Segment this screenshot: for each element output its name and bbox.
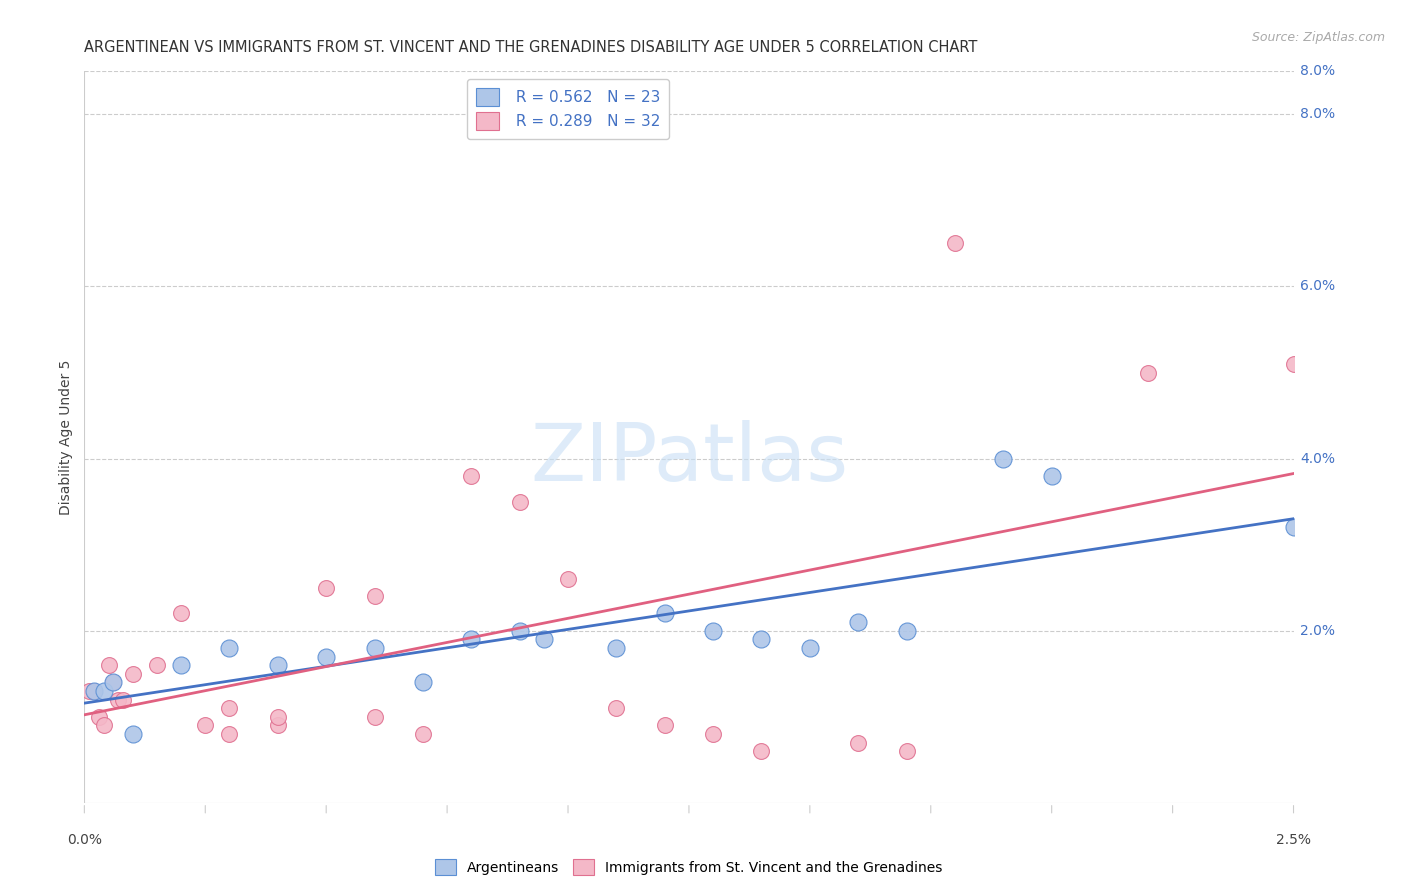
Point [218,727,240,741]
Text: ZIPatlas: ZIPatlas [530,420,848,498]
Point [87,710,110,724]
Point [218,640,240,655]
Point [509,624,531,638]
Point [103,675,125,690]
Point [363,640,385,655]
Point [267,718,290,732]
Point [93,718,115,732]
Point [1282,520,1305,534]
Point [1282,357,1305,371]
Point [83,684,105,698]
Text: 6.0%: 6.0% [1301,279,1336,293]
Point [315,649,337,664]
Point [751,632,773,647]
Point [605,640,627,655]
Point [1040,468,1063,483]
Point [218,701,240,715]
Point [107,692,129,706]
Point [170,658,193,673]
Text: Source: ZipAtlas.com: Source: ZipAtlas.com [1251,31,1385,45]
Text: ARGENTINEAN VS IMMIGRANTS FROM ST. VINCENT AND THE GRENADINES DISABILITY AGE UND: ARGENTINEAN VS IMMIGRANTS FROM ST. VINCE… [84,40,977,55]
Point [846,615,869,629]
Legend: Argentineans, Immigrants from St. Vincent and the Grenadines: Argentineans, Immigrants from St. Vincen… [430,854,948,880]
Point [751,744,773,758]
Point [605,701,627,715]
Point [267,710,290,724]
Point [509,494,531,508]
Point [194,718,217,732]
Point [896,744,918,758]
Legend:  R = 0.562   N = 23,  R = 0.289   N = 32: R = 0.562 N = 23, R = 0.289 N = 32 [467,79,669,139]
Point [103,675,125,690]
Point [896,624,918,638]
Point [97,658,120,673]
Point [1137,366,1160,380]
Point [315,581,337,595]
Point [557,572,579,586]
Point [702,624,724,638]
Point [412,675,434,690]
Point [267,658,290,673]
Y-axis label: Disability Age Under 5: Disability Age Under 5 [59,359,73,515]
Text: 2.0%: 2.0% [1301,624,1336,638]
Point [93,684,115,698]
Point [146,658,169,673]
Point [533,632,555,647]
Point [460,632,482,647]
Point [121,727,143,741]
Point [943,236,966,251]
Point [83,684,105,698]
Point [993,451,1015,466]
Point [121,666,143,681]
Point [702,727,724,741]
Point [799,640,821,655]
Point [412,727,434,741]
Point [77,684,100,698]
Point [363,589,385,603]
Text: 8.0%: 8.0% [1301,64,1336,78]
Text: 8.0%: 8.0% [1301,107,1336,121]
Point [170,607,193,621]
Point [460,468,482,483]
Text: 4.0%: 4.0% [1301,451,1336,466]
Point [363,710,385,724]
Point [846,735,869,749]
Point [654,718,676,732]
Point [112,692,135,706]
Text: 2.5%: 2.5% [1277,833,1310,847]
Point [654,607,676,621]
Text: 0.0%: 0.0% [67,833,101,847]
